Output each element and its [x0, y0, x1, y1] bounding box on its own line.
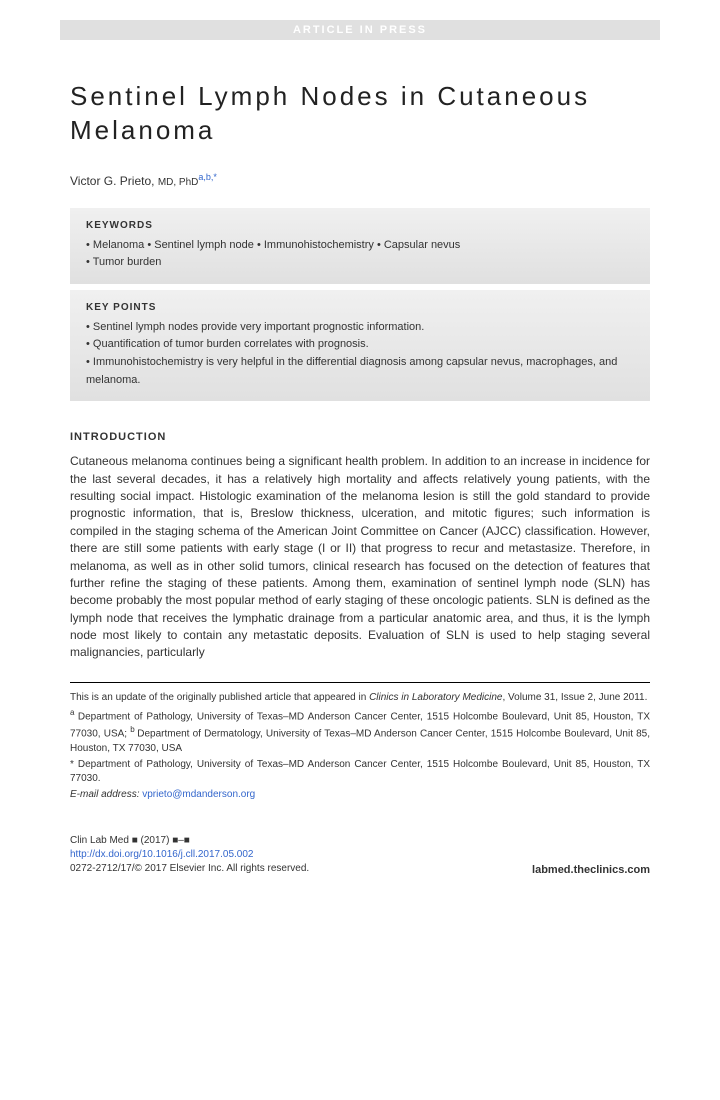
keypoints-heading: KEY POINTS: [86, 302, 634, 313]
article-in-press-banner: ARTICLE IN PRESS: [60, 20, 660, 40]
keywords-line-1: • Melanoma • Sentinel lymph node • Immun…: [86, 237, 634, 255]
footnote-divider: [70, 682, 650, 683]
keywords-heading: KEYWORDS: [86, 220, 634, 231]
keypoints-list: Sentinel lymph nodes provide very import…: [86, 319, 634, 389]
update-note: This is an update of the originally publ…: [70, 691, 650, 705]
author-line: Victor G. Prieto, MD, PhDa,b,*: [70, 172, 650, 188]
update-note-end: , Volume 31, Issue 2, June 2011.: [502, 692, 647, 703]
email-address[interactable]: vprieto@mdanderson.org: [142, 789, 255, 800]
footnotes: This is an update of the originally publ…: [70, 691, 650, 802]
keypoint-item: Quantification of tumor burden correlate…: [86, 336, 634, 354]
update-note-journal: Clinics in Laboratory Medicine: [369, 692, 502, 703]
update-note-text: This is an update of the originally publ…: [70, 692, 369, 703]
keywords-box: KEYWORDS • Melanoma • Sentinel lymph nod…: [70, 208, 650, 284]
affiliations-line: a Department of Pathology, University of…: [70, 707, 650, 756]
introduction-heading: INTRODUCTION: [70, 431, 650, 443]
keypoints-box: KEY POINTS Sentinel lymph nodes provide …: [70, 290, 650, 401]
email-label: E-mail address:: [70, 789, 142, 800]
author-degrees: MD, PhD: [158, 177, 199, 188]
article-title: Sentinel Lymph Nodes in Cutaneous Melano…: [70, 80, 650, 148]
affiliation-a-marker: a: [70, 708, 78, 717]
page-footer: Clin Lab Med ■ (2017) ■–■ http://dx.doi.…: [0, 824, 720, 896]
keywords-line-2: • Tumor burden: [86, 254, 634, 272]
author-affiliation-markers: a,b,: [198, 172, 213, 182]
introduction-body: Cutaneous melanoma continues being a sig…: [70, 453, 650, 662]
article-content: Sentinel Lymph Nodes in Cutaneous Melano…: [0, 40, 720, 824]
keypoint-item: Sentinel lymph nodes provide very import…: [86, 319, 634, 337]
affiliation-b-text: Department of Dermatology, University of…: [70, 729, 650, 754]
email-line: E-mail address: vprieto@mdanderson.org: [70, 788, 650, 802]
keypoint-item: Immunohistochemistry is very helpful in …: [86, 354, 634, 389]
corresponding-author-marker: *: [213, 172, 217, 182]
journal-citation: Clin Lab Med ■ (2017) ■–■: [70, 834, 309, 848]
corresponding-address: * Department of Pathology, University of…: [70, 758, 650, 786]
footer-left: Clin Lab Med ■ (2017) ■–■ http://dx.doi.…: [70, 834, 309, 876]
author-name: Victor G. Prieto,: [70, 174, 154, 188]
journal-site[interactable]: labmed.theclinics.com: [532, 864, 650, 876]
copyright-line: 0272-2712/17/© 2017 Elsevier Inc. All ri…: [70, 862, 309, 876]
doi-link[interactable]: http://dx.doi.org/10.1016/j.cll.2017.05.…: [70, 848, 309, 862]
